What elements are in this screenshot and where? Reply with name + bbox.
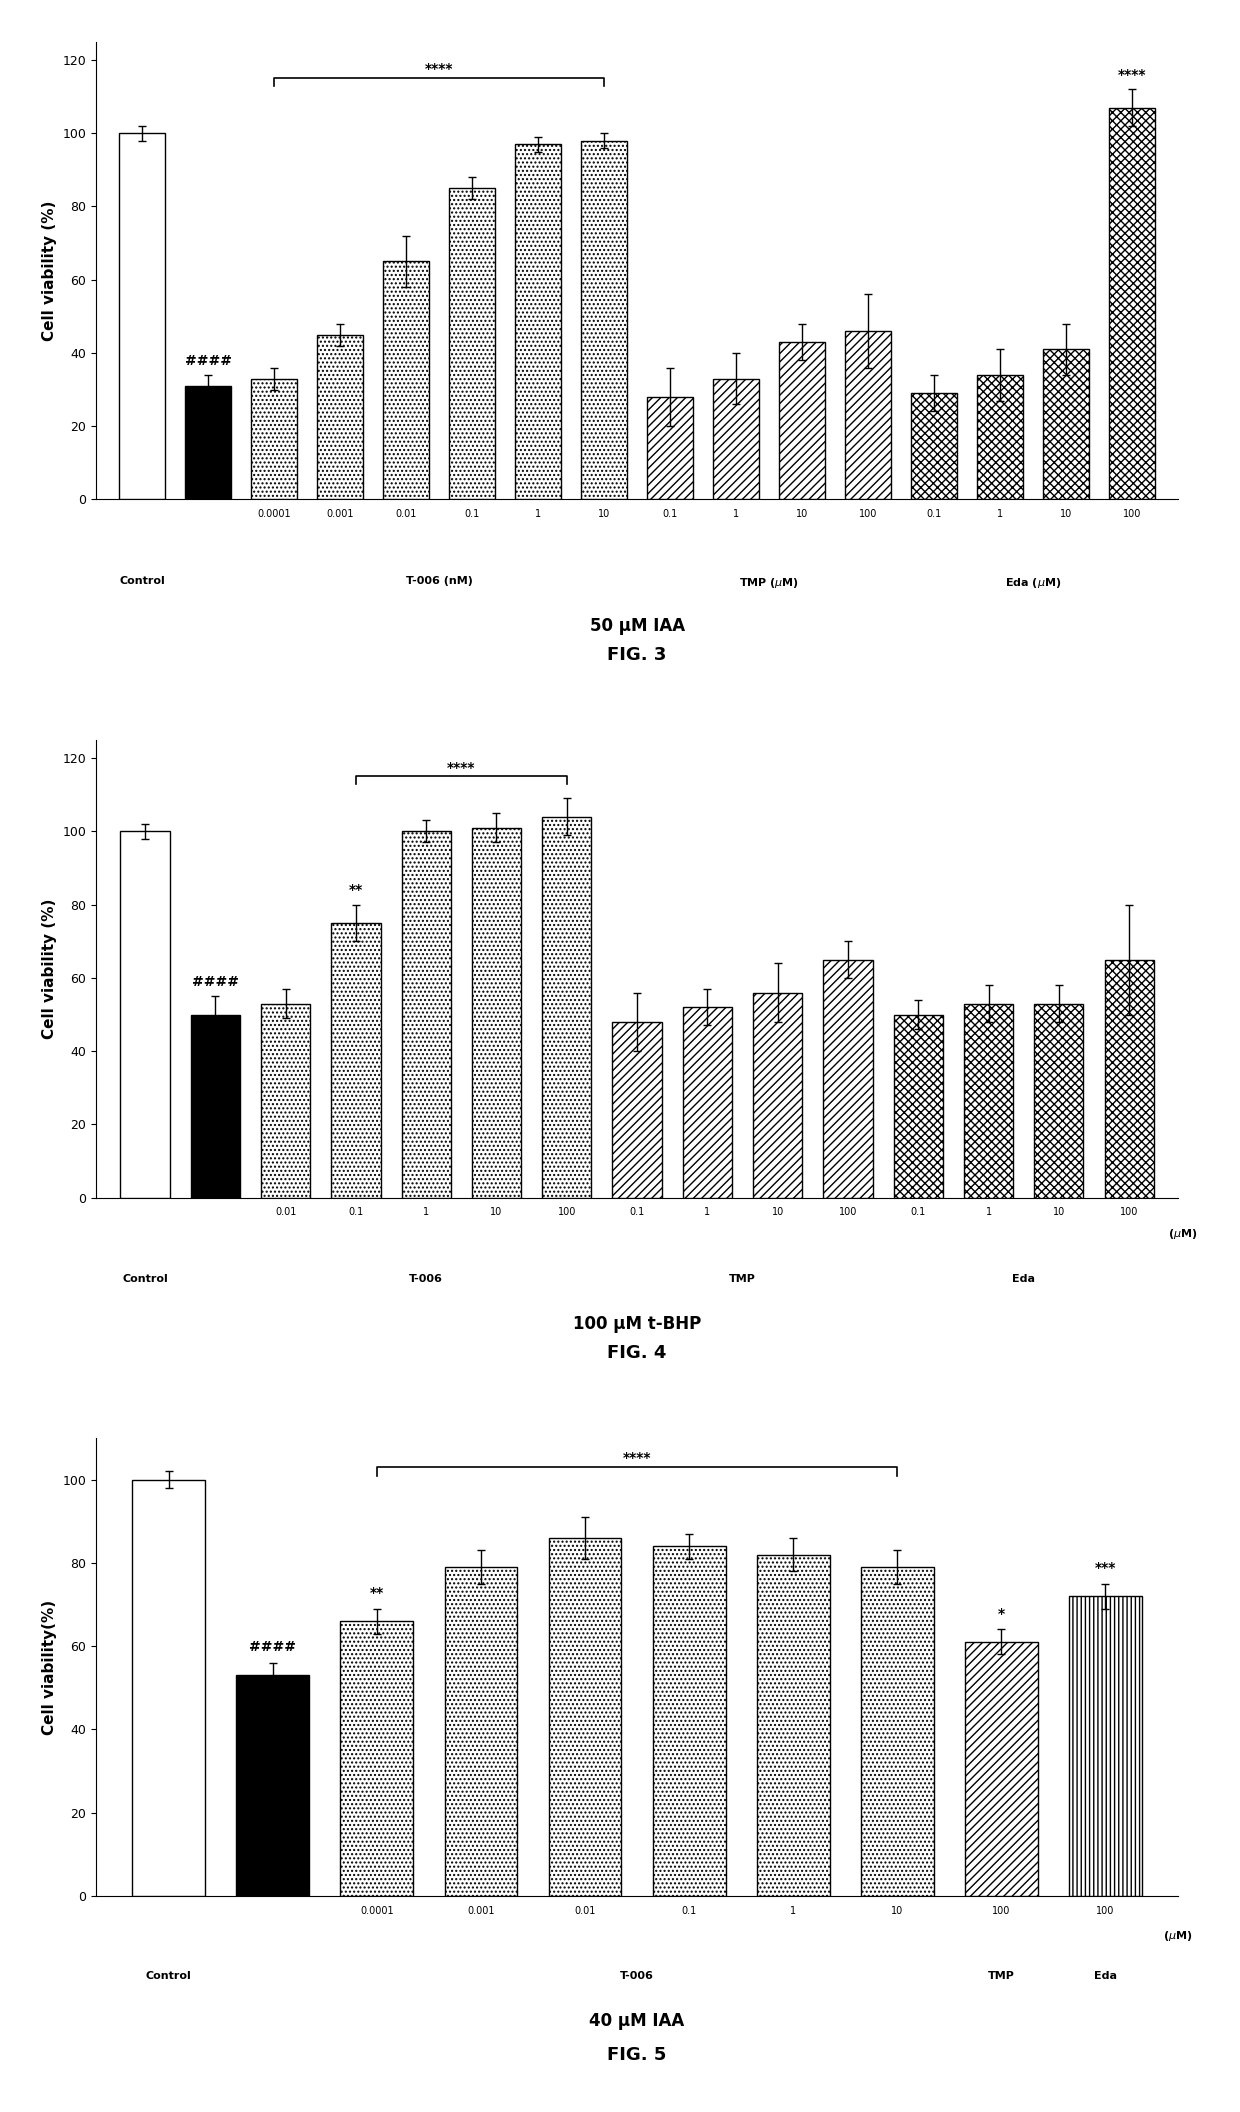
Text: Control: Control bbox=[146, 1970, 191, 1981]
Text: Eda: Eda bbox=[1094, 1970, 1117, 1981]
Text: **: ** bbox=[348, 883, 363, 898]
Text: Control: Control bbox=[123, 1274, 167, 1284]
Bar bbox=[331, 923, 381, 1198]
Bar bbox=[260, 1003, 310, 1198]
Bar bbox=[317, 334, 363, 498]
Bar bbox=[548, 1538, 621, 1897]
Text: Control: Control bbox=[119, 577, 165, 587]
Bar bbox=[823, 959, 873, 1198]
Bar bbox=[894, 1014, 942, 1198]
Bar bbox=[1069, 1597, 1142, 1897]
Bar bbox=[582, 142, 627, 498]
Bar bbox=[341, 1622, 413, 1897]
Bar bbox=[1034, 1003, 1084, 1198]
Bar bbox=[977, 374, 1023, 498]
Bar bbox=[1105, 959, 1153, 1198]
Text: ***: *** bbox=[1095, 1561, 1116, 1576]
Bar bbox=[119, 133, 165, 498]
Bar bbox=[713, 378, 759, 498]
Bar bbox=[133, 1481, 205, 1897]
Bar bbox=[756, 1554, 830, 1897]
Bar bbox=[185, 386, 231, 498]
Text: **: ** bbox=[370, 1586, 384, 1601]
Bar bbox=[120, 832, 170, 1198]
Text: ****: **** bbox=[448, 760, 476, 775]
Text: ####: #### bbox=[192, 976, 239, 988]
Bar bbox=[1043, 348, 1089, 498]
Bar bbox=[542, 817, 591, 1198]
Bar bbox=[402, 832, 451, 1198]
Text: FIG. 4: FIG. 4 bbox=[608, 1343, 667, 1362]
Bar bbox=[237, 1675, 309, 1897]
Bar bbox=[613, 1022, 662, 1198]
Text: ****: **** bbox=[425, 63, 454, 76]
Bar bbox=[911, 393, 957, 498]
Text: T-006 (nM): T-006 (nM) bbox=[405, 577, 472, 587]
Bar bbox=[250, 378, 298, 498]
Text: 100 μM t-BHP: 100 μM t-BHP bbox=[573, 1316, 701, 1333]
Bar bbox=[449, 188, 495, 498]
Bar bbox=[515, 144, 562, 498]
Bar bbox=[779, 342, 825, 498]
Text: ####: #### bbox=[249, 1641, 296, 1654]
Text: TMP: TMP bbox=[988, 1970, 1014, 1981]
Bar bbox=[472, 828, 521, 1198]
Bar bbox=[1109, 108, 1156, 498]
Text: ****: **** bbox=[622, 1451, 651, 1466]
Text: T-006: T-006 bbox=[409, 1274, 443, 1284]
Bar bbox=[753, 993, 802, 1198]
Bar bbox=[683, 1007, 732, 1198]
Y-axis label: Cell viability (%): Cell viability (%) bbox=[42, 201, 57, 340]
Bar bbox=[383, 262, 429, 498]
Text: ****: **** bbox=[1118, 68, 1147, 82]
Text: FIG. 5: FIG. 5 bbox=[608, 2047, 667, 2063]
Y-axis label: Cell viability(%): Cell viability(%) bbox=[42, 1599, 57, 1734]
Text: TMP ($\mu$M): TMP ($\mu$M) bbox=[739, 577, 799, 589]
Bar bbox=[191, 1014, 239, 1198]
Bar bbox=[652, 1546, 725, 1897]
Y-axis label: Cell viability (%): Cell viability (%) bbox=[42, 898, 57, 1039]
Text: FIG. 3: FIG. 3 bbox=[608, 646, 667, 663]
Bar bbox=[861, 1567, 934, 1897]
Text: T-006: T-006 bbox=[620, 1970, 653, 1981]
Text: 50 μM IAA: 50 μM IAA bbox=[589, 617, 684, 634]
Bar bbox=[444, 1567, 517, 1897]
Text: 40 μM IAA: 40 μM IAA bbox=[589, 2013, 684, 2030]
Text: ($\mu$M): ($\mu$M) bbox=[1163, 1928, 1192, 1943]
Bar bbox=[647, 397, 693, 498]
Bar bbox=[844, 332, 892, 498]
Text: ####: #### bbox=[185, 353, 232, 367]
Text: Eda ($\mu$M): Eda ($\mu$M) bbox=[1004, 577, 1061, 589]
Text: Eda: Eda bbox=[1012, 1274, 1035, 1284]
Bar bbox=[963, 1003, 1013, 1198]
Text: *: * bbox=[998, 1607, 1004, 1622]
Text: ($\mu$M): ($\mu$M) bbox=[1168, 1227, 1197, 1242]
Text: TMP: TMP bbox=[729, 1274, 756, 1284]
Bar bbox=[965, 1641, 1038, 1897]
